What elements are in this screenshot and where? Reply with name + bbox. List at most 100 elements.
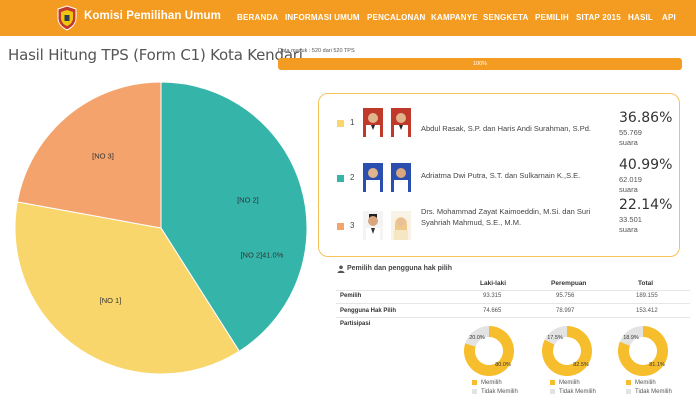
vote-pie-chart: [NO 2] [NO 1] [NO 3] [NO 2]41.0% [0,68,320,400]
donut-legend: Memilih [550,380,580,386]
donut-legend: Tidak Memilih [550,389,596,395]
vote-count: 62.019 [619,175,642,184]
legend-square-2 [337,175,344,182]
candidate-name: Adriatma Dwi Putra, S.T. dan Sulkarnain … [421,171,581,180]
donut-legend: Tidak Memilih [472,389,518,395]
data-masuk-label: Data masuk : 520 dari 520 TPS [278,48,355,54]
row-divider [336,317,690,318]
brand-title[interactable]: Komisi Pemilihan Umum [84,10,221,22]
donut-tidak-label: 20.0% [469,335,485,341]
page-title: Hasil Hitung TPS (Form C1) Kota Kendari [8,46,303,64]
legend-memilih-swatch [626,380,631,385]
donut-tidak-memilih-segment[interactable] [544,326,567,345]
candidate-photo [391,108,411,137]
donut-legend: Memilih [472,380,502,386]
vote-unit: suara [619,184,638,194]
participation-donut-total: 18.9% 81.1% [618,326,668,376]
legend-memilih-label: Memilih [559,380,580,387]
candidate-percent: 36.86% [619,110,673,126]
progress-percent: 100% [472,61,488,67]
legend-memilih-swatch [550,380,555,385]
pie-slice-no2[interactable] [160,81,308,352]
nav-hasil[interactable]: HASIL [628,13,653,22]
legend-square-1 [337,120,344,127]
candidate-row-1: 1 Abdul Rasak, S.P. dan Haris Andi Surah… [319,94,681,147]
nav-informasi-umum[interactable]: INFORMASI UMUM [285,13,360,22]
nav-beranda[interactable]: BERANDA [237,13,279,22]
candidate-votes: 55.769 suara [619,128,642,147]
legend-memilih-swatch [472,380,477,385]
pie-slice-label: [NO 3] [92,152,114,161]
candidate-number: 2 [350,173,355,182]
donut-memilih-label: 80.0% [495,362,511,368]
legend-tidak-swatch [626,389,631,394]
legend-square-3 [337,223,344,230]
pie-slice-no1[interactable] [14,201,240,375]
candidate-row-3: 3 Drs. Mohammad Zayat Kaimoeddin, M.Si. … [319,197,681,241]
candidate-percent: 40.99% [619,157,673,173]
cell-value: 78.997 [556,308,575,314]
legend-memilih-label: Memilih [635,380,656,387]
candidate-name: Abdul Rasak, S.P. dan Haris Andi Surahma… [421,124,591,133]
candidate-votes: 62.019 suara [619,175,642,194]
cell-value: 95.756 [556,293,575,299]
row-divider [336,290,690,291]
top-navbar: Komisi Pemilihan Umum BERANDA INFORMASI … [0,0,696,36]
nav-kampanye[interactable]: KAMPANYE [431,13,478,22]
participation-donut-laki-laki: 20.0% 80.0% [464,326,514,376]
row-pemilih-label: Pemilih [340,293,362,299]
candidate-photo [363,163,383,192]
donut-tidak-memilih-segment[interactable] [619,326,643,346]
candidate-votes: 33.501 suara [619,215,642,234]
voters-title: Pemilih dan pengguna hak pilih [347,265,453,272]
vote-count: 55.769 [619,128,642,137]
vote-unit: suara [619,224,638,234]
candidate-photo [363,211,383,240]
candidate-number: 3 [350,221,355,230]
legend-memilih-label: Memilih [481,380,502,387]
nav-api[interactable]: API [662,13,676,22]
vote-unit: suara [619,137,638,147]
progress-fill [278,58,682,70]
donut-tidak-label: 18.9% [623,335,639,341]
candidate-name: Drs. Mohammad Zayat Kaimoeddin, M.Si. da… [421,207,591,227]
donut-tidak-memilih-segment[interactable] [465,326,489,347]
donut-tidak-label: 17.5% [547,335,563,341]
cell-value: 189.155 [636,293,658,299]
donut-memilih-segment[interactable] [542,326,592,376]
legend-tidak-label: Tidak Memilih [559,389,596,396]
main-nav: BERANDA INFORMASI UMUM PENCALONAN KAMPAN… [0,13,696,25]
candidate-photo [391,163,411,192]
candidate-row-2: 2 Adriatma Dwi Putra, S.T. dan Sulkarnai… [319,149,681,194]
donut-legend: Tidak Memilih [626,389,672,395]
cell-value: 93.315 [483,293,502,299]
row-divider [336,303,690,304]
pie-slice-label: [NO 1] [100,296,122,305]
nav-sengketa[interactable]: SENGKETA [483,13,529,22]
legend-tidak-swatch [472,389,477,394]
candidates-panel: 1 Abdul Rasak, S.P. dan Haris Andi Surah… [318,93,680,257]
donut-memilih-segment[interactable] [464,326,514,376]
cell-value: 153.412 [636,308,658,314]
donut-legend: Memilih [626,380,656,386]
candidate-photo [391,211,411,240]
nav-pemilih[interactable]: PEMILIH [535,13,569,22]
vote-count: 33.501 [619,215,642,224]
col-total: Total [638,280,654,287]
pie-slice-label: [NO 2] [237,196,259,205]
candidate-percent: 22.14% [619,197,673,213]
legend-tidak-label: Tidak Memilih [481,389,518,396]
nav-sitap-2015[interactable]: SITAP 2015 [576,13,621,22]
row-partisipasi-label: Partisipasi [340,321,371,327]
legend-tidak-swatch [550,389,555,394]
progress-bar [278,58,682,70]
kpu-logo-icon[interactable] [56,5,78,31]
pie-slice-percent-label: [NO 2]41.0% [240,250,283,259]
legend-tidak-label: Tidak Memilih [635,389,672,396]
col-perempuan: Perempuan [551,280,587,287]
donut-memilih-segment[interactable] [618,326,668,376]
pie-slice-no3[interactable] [16,81,162,229]
candidate-photo [363,108,383,137]
nav-pencalonan[interactable]: PENCALONAN [367,13,426,22]
row-pengguna-label: Pengguna Hak Pilih [340,308,397,314]
